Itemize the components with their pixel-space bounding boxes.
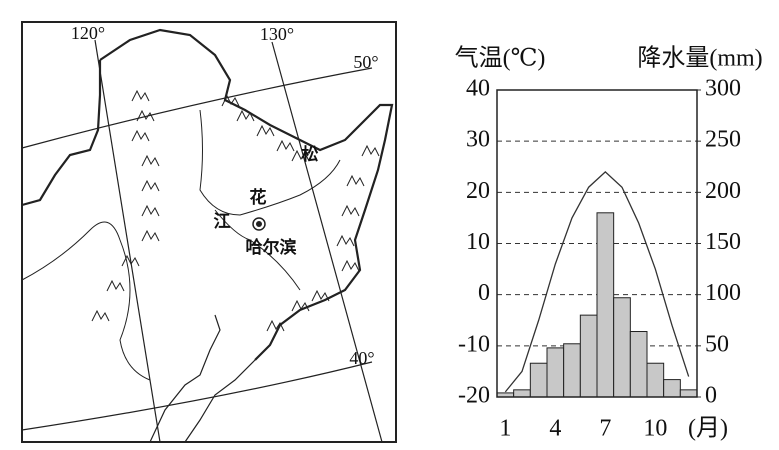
y-tick-label: 40: [466, 76, 490, 102]
y-tick-label: -10: [458, 331, 490, 357]
map-label: 松: [302, 144, 319, 165]
x-tick-label: 4: [549, 416, 561, 442]
y2-tick-label: 250: [705, 127, 741, 153]
mountain-symbol: [346, 174, 365, 187]
map-label: 40°: [349, 348, 374, 368]
mountain-symbol: [136, 109, 155, 122]
precipitation-bar: [546, 347, 565, 398]
river: [199, 109, 341, 216]
y-tick-label: 30: [466, 127, 490, 153]
precipitation-bar: [596, 212, 615, 398]
mountain-symbol: [341, 204, 360, 217]
mountain-symbol: [256, 124, 275, 137]
meridian: [271, 41, 383, 443]
x-tick-label: 1: [499, 416, 511, 442]
y2-tick-label: 200: [705, 178, 741, 204]
precipitation-bar: [629, 331, 648, 398]
map-label: 哈尔滨: [246, 237, 297, 258]
parallel: [21, 67, 373, 149]
mountain-symbol: [221, 94, 240, 107]
mountain-symbol: [311, 289, 330, 302]
city-marker: [252, 217, 266, 231]
mountain-symbol: [131, 129, 150, 142]
y2-tick-label: 50: [705, 331, 729, 357]
temperature-line: [504, 170, 690, 393]
y-tick-label: 10: [466, 229, 490, 255]
x-tick-label: 7: [599, 416, 611, 442]
y-tick-label: 0: [478, 280, 490, 306]
x-unit: (月): [688, 416, 728, 442]
mountain-symbol: [276, 139, 295, 152]
y2-tick-label: 100: [705, 280, 741, 306]
y-tick-label: 20: [466, 178, 490, 204]
mountain-symbol: [131, 89, 150, 102]
y-axis-title: 气温(℃): [455, 45, 546, 72]
mountain-symbol: [361, 144, 380, 157]
y-tick-label: -20: [458, 383, 490, 409]
border: [21, 60, 102, 207]
map-frame: [21, 21, 397, 443]
river: [21, 221, 151, 381]
mountain-symbol: [141, 229, 160, 242]
x-tick-label: 10: [643, 416, 667, 442]
mountain-symbol: [236, 109, 255, 122]
map-label: 江: [214, 212, 231, 232]
precipitation-bar: [563, 343, 581, 398]
y2-tick-label: 0: [705, 383, 717, 409]
precipitation-bar: [613, 297, 631, 398]
map-label: 50°: [353, 52, 378, 72]
river: [214, 209, 301, 291]
meridian: [94, 39, 161, 443]
mountain-symbol: [141, 154, 160, 167]
mountain-symbol: [91, 309, 110, 322]
mountain-symbol: [291, 299, 310, 312]
mountain-symbol: [266, 319, 285, 332]
mountain-symbol: [291, 149, 310, 162]
y2-tick-label: 300: [705, 76, 741, 102]
city-marker: [256, 221, 262, 227]
coast: [149, 314, 221, 443]
plot-frame: [496, 89, 698, 398]
precipitation-bar: [529, 362, 548, 398]
y2-tick-label: 150: [705, 229, 741, 255]
precipitation-bar: [646, 362, 665, 398]
mountain-symbol: [121, 254, 140, 267]
precipitation-bar: [663, 379, 681, 398]
precipitation-bar: [679, 389, 698, 398]
mountain-symbol: [336, 234, 355, 247]
coast: [184, 359, 256, 443]
precipitation-bar: [579, 314, 598, 398]
parallel: [21, 361, 373, 431]
border: [99, 28, 394, 361]
mountain-symbol: [106, 279, 125, 292]
map: [21, 21, 397, 443]
mountain-symbol: [141, 204, 160, 217]
mountain-symbol: [141, 179, 160, 192]
map-label: 120°: [71, 23, 105, 43]
map-label: 花: [250, 187, 267, 208]
mountain-symbol: [341, 259, 360, 272]
y2-axis-title: 降水量(mm): [637, 45, 762, 72]
precipitation-bar: [513, 389, 531, 398]
map-label: 130°: [260, 24, 294, 44]
